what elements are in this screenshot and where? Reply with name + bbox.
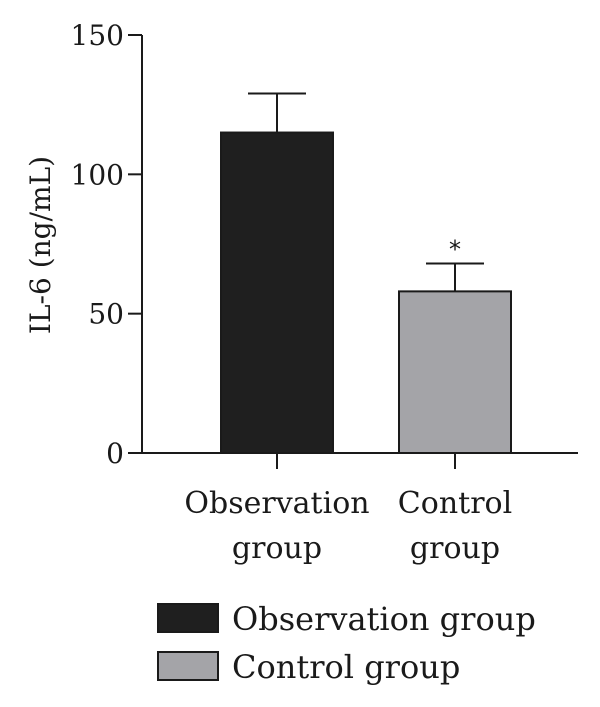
significance-marker: * <box>449 236 461 264</box>
y-tick-label: 100 <box>71 158 124 191</box>
y-axis-title-group: IL-6 (ng/mL) <box>24 156 57 334</box>
x-axis-labels: Observation group Control group <box>184 486 512 566</box>
x-category-label: group <box>232 531 322 566</box>
bars: * <box>220 92 512 455</box>
legend: Observation group Control group <box>157 600 536 686</box>
bar <box>220 131 334 455</box>
legend-swatch <box>157 603 219 633</box>
x-category-label: Observation <box>184 486 369 521</box>
y-tick-label: 50 <box>88 298 124 331</box>
legend-label: Control group <box>232 648 460 686</box>
x-category-label: Control <box>398 486 512 521</box>
y-tick-label: 0 <box>106 437 124 470</box>
legend-swatch <box>157 651 219 681</box>
y-axis-title: IL-6 (ng/mL) <box>24 156 57 334</box>
axes: 0 50 100 150 <box>71 19 578 470</box>
legend-label: Observation group <box>232 600 536 638</box>
y-tick-label: 150 <box>71 19 124 52</box>
bar <box>398 290 512 454</box>
x-category-label: group <box>410 531 500 566</box>
